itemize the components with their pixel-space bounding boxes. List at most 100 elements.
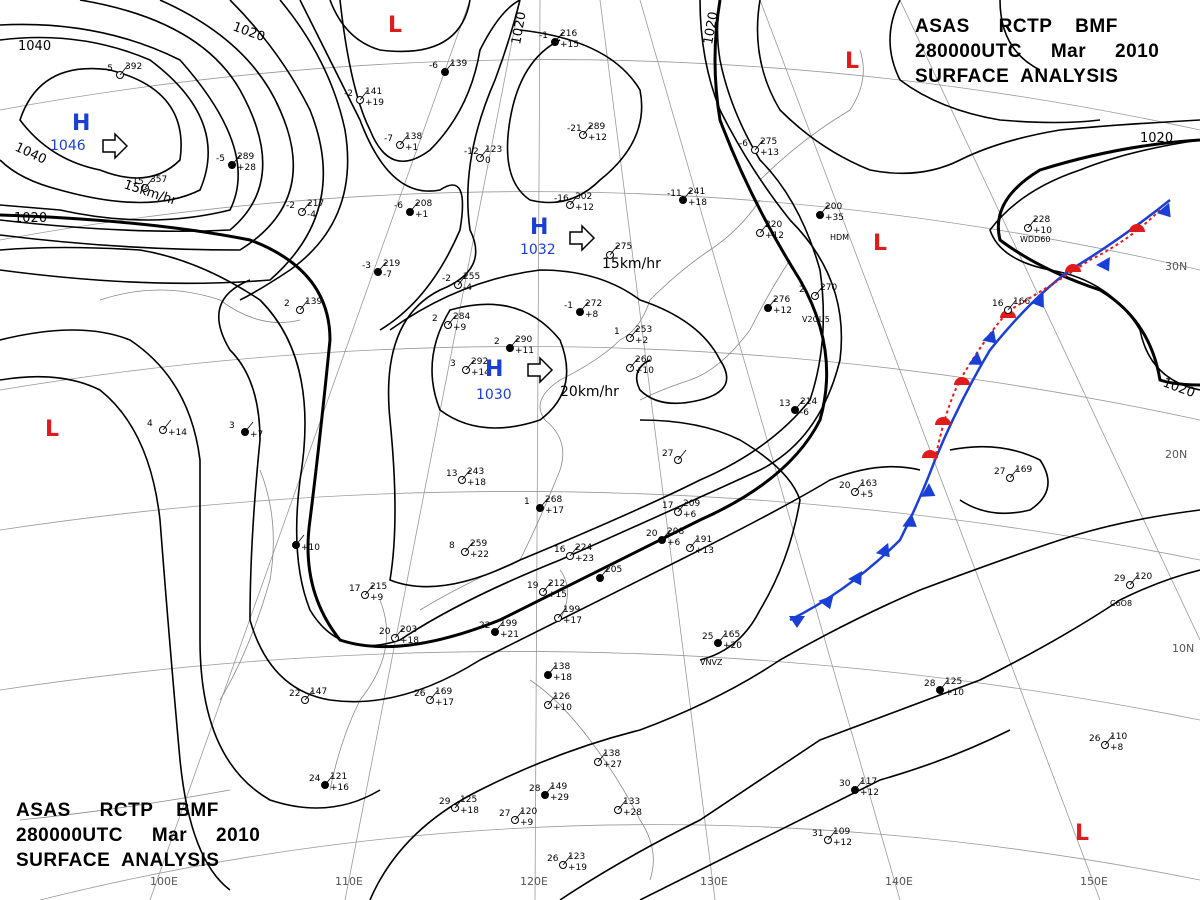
station-pressure: 110 <box>1110 732 1127 742</box>
station-plot: 3 +7 <box>229 421 263 440</box>
wind-barb <box>819 204 829 216</box>
wind-barb <box>447 314 457 326</box>
station-temperature: -12 <box>464 147 479 157</box>
station-plot: 2 284+9 <box>432 312 470 333</box>
wind-barb <box>494 621 504 633</box>
station-pressure: 121 <box>330 772 347 782</box>
motion-arrow-icon <box>102 132 129 160</box>
station-tendency: +7 <box>250 430 263 440</box>
wind-barb <box>514 809 524 821</box>
station-pressure: 200 <box>825 202 842 212</box>
cold-front-triangle-icon <box>818 595 834 610</box>
wind-barb <box>301 201 311 213</box>
station-temperature: 2 <box>432 314 438 324</box>
station-pressure: 133 <box>623 797 640 807</box>
station-plot: -11 241+18 <box>667 187 707 208</box>
station-tendency: +35 <box>825 213 844 223</box>
station-tendency: +13 <box>760 148 779 158</box>
wind-barb <box>597 751 607 763</box>
wind-barb <box>547 694 557 706</box>
station-temperature: 28 <box>924 679 936 689</box>
station-plot: 205 <box>596 565 622 582</box>
station-tendency: +20 <box>723 641 742 651</box>
wind-barb <box>827 829 837 841</box>
station-temperature: 27 <box>994 467 1005 477</box>
wind-barb <box>324 774 334 786</box>
title-line-3: SURFACE ANALYSIS <box>915 66 1119 87</box>
wind-barb <box>1104 734 1114 746</box>
wind-barb <box>509 337 519 349</box>
station-pressure: 123 <box>568 852 585 862</box>
station-pressure: 120 <box>520 807 537 817</box>
station-plot: 4 +14 <box>147 419 187 438</box>
warm-front-semicircle-icon <box>1129 224 1145 232</box>
station-plot: 228+10 <box>1024 215 1052 236</box>
station-temperature: 26 <box>547 854 559 864</box>
station-temperature: -6 <box>739 139 748 149</box>
station-tendency: -4 <box>307 210 316 220</box>
wind-barb <box>677 501 687 513</box>
front-symbols <box>789 202 1171 628</box>
station-plot: -6 208+1 <box>394 199 432 220</box>
wind-barb <box>364 584 374 596</box>
cold-front <box>789 199 1171 622</box>
wind-barb <box>144 177 154 189</box>
station-plot: 138+18 <box>544 662 572 683</box>
low-center-letter: L <box>845 49 859 74</box>
station-temperature: 13 <box>446 469 457 479</box>
station-tendency: +17 <box>435 698 454 708</box>
wind-barb <box>814 285 824 297</box>
station-tendency: +9 <box>453 323 467 333</box>
station-temperature: 26 <box>1089 734 1101 744</box>
station-plot: 27 169 <box>994 465 1032 482</box>
station-plot: 260+10 <box>626 355 654 376</box>
station-pressure: 208 <box>667 527 684 537</box>
longitude-label: 130E <box>700 875 728 888</box>
title-line-3: SURFACE ANALYSIS <box>16 850 220 871</box>
wind-barb <box>231 154 241 166</box>
station-temperature: -16 <box>554 194 569 204</box>
wind-barb <box>461 469 471 481</box>
station-tendency: +2 <box>635 336 648 346</box>
station-tendency: +18 <box>467 478 486 488</box>
low-center-letter: L <box>1075 821 1089 846</box>
station-tendency: +14 <box>471 368 490 378</box>
wind-barb <box>717 632 727 644</box>
motion-arrows <box>102 132 596 384</box>
chart-title-bottom: ASAS RCTP BMF 280000UTC Mar 2010 SURFACE… <box>16 798 260 873</box>
wind-barb <box>854 779 864 791</box>
station-temperature: 16 <box>554 545 566 555</box>
station-plot: 3 292+14 <box>450 357 490 378</box>
station-pressure: 169 <box>1015 465 1032 475</box>
station-plot: 138+27 <box>594 749 622 770</box>
station-tendency: +10 <box>301 543 320 553</box>
station-tendency: +23 <box>575 554 594 564</box>
station-pressure: 138 <box>405 132 422 142</box>
station-tendency: +10 <box>1033 226 1052 236</box>
station-temperature: -7 <box>384 134 393 144</box>
isobar-label: 1020 <box>231 20 267 45</box>
station-temperature: 16 <box>992 299 1004 309</box>
station-tendency: +28 <box>623 808 642 818</box>
station-plot: -15 357 <box>129 175 167 192</box>
station-plot: 19 212+15 <box>527 579 567 600</box>
station-tendency: +8 <box>585 310 599 320</box>
wind-barb <box>1129 574 1139 586</box>
wind-barb <box>579 301 589 313</box>
station-plot: 30 117+12 <box>839 777 879 798</box>
station-plot: 220+12 <box>756 220 784 241</box>
station-tendency: +9 <box>520 818 534 828</box>
station-pressure: 203 <box>400 625 417 635</box>
station-temperature: -3 <box>362 261 371 271</box>
wind-barb <box>794 399 804 411</box>
station-plot: 17 209+6 <box>662 499 700 520</box>
wind-barb <box>854 481 864 493</box>
station-plot: -3 219-7 <box>362 259 400 280</box>
title-line-2: 280000UTC Mar 2010 <box>915 41 1160 62</box>
title-line-2: 280000UTC Mar 2010 <box>16 825 261 846</box>
station-tendency: +6 <box>667 538 681 548</box>
station-temperature: -2 <box>286 201 295 211</box>
longitude-label: 110E <box>335 875 363 888</box>
wind-barb <box>547 664 557 676</box>
station-pressure: 215 <box>370 582 387 592</box>
